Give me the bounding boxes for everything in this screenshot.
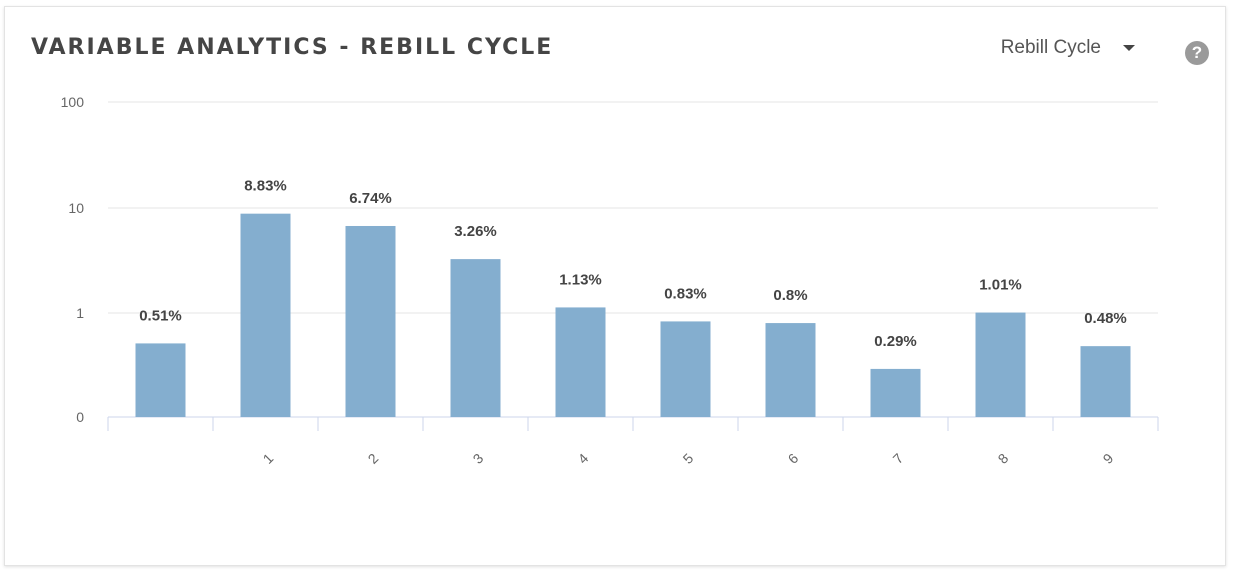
bar	[870, 368, 921, 417]
x-tick-label: 2	[365, 450, 382, 467]
x-tick-label: 3	[470, 450, 487, 467]
bar	[345, 225, 396, 417]
x-tick-label: 7	[890, 450, 907, 467]
panel-title: VARIABLE ANALYTICS - REBILL CYCLE	[31, 35, 554, 60]
analytics-panel: VARIABLE ANALYTICS - REBILL CYCLE Rebill…	[4, 6, 1226, 566]
y-tick-label: 10	[68, 200, 84, 216]
bar	[450, 259, 501, 417]
dropdown-label: Rebill Cycle	[1000, 37, 1101, 58]
y-tick-label: 0	[76, 409, 84, 425]
y-tick-label: 1	[76, 305, 84, 321]
data-label: 0.29%	[874, 333, 917, 350]
data-label: 0.48%	[1084, 310, 1127, 327]
data-label: 1.01%	[979, 277, 1022, 294]
chevron-down-icon	[1123, 45, 1135, 51]
data-label: 1.13%	[559, 271, 602, 288]
x-tick-label: 9	[1100, 450, 1117, 467]
help-icon[interactable]: ?	[1185, 41, 1209, 65]
x-tick-label: 5	[680, 450, 697, 467]
bar	[765, 323, 816, 417]
data-label: 6.74%	[349, 190, 392, 207]
data-label: 0.51%	[139, 307, 182, 324]
x-tick-label: 8	[995, 450, 1012, 467]
bar	[240, 213, 291, 417]
x-tick-label: 1	[260, 450, 277, 467]
bar	[660, 321, 711, 417]
rebill-cycle-dropdown[interactable]: Rebill Cycle	[1001, 37, 1135, 59]
bar	[1080, 346, 1131, 417]
x-tick-label: 4	[575, 450, 592, 467]
data-label: 3.26%	[454, 223, 497, 240]
data-label: 8.83%	[244, 178, 287, 195]
bar	[975, 312, 1026, 417]
bar	[555, 307, 606, 417]
y-tick-label: 100	[61, 94, 85, 110]
x-tick-label: 6	[785, 450, 802, 467]
bar	[135, 343, 186, 417]
data-label: 0.8%	[773, 287, 807, 304]
data-label: 0.83%	[664, 285, 707, 302]
